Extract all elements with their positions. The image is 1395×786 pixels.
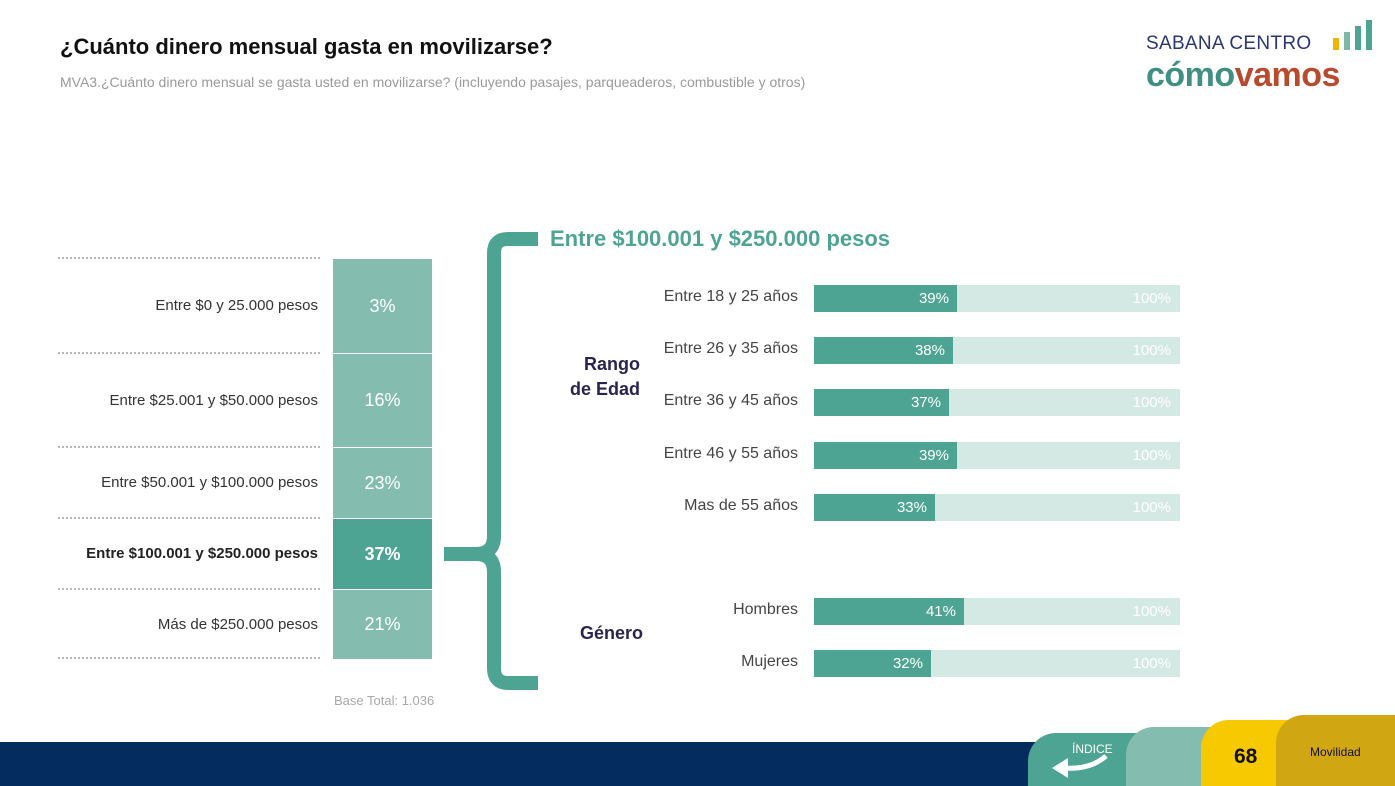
bar-track: 100% 39% [814,442,1180,469]
logo-main-a: cómo [1146,56,1235,94]
segment-title: Entre $100.001 y $250.000 pesos [550,226,891,251]
logo-main-text: cómovamos [1146,56,1340,95]
bar-category-label: Entre 46 y 55 años [663,445,798,462]
bar-track: 100% 33% [814,494,1180,521]
row-separator [58,657,320,659]
bar-fill: 32% [814,650,931,677]
bar-value-label: 41% [925,603,956,620]
category-label: Entre $50.001 y $100.000 pesos [101,474,318,491]
bar-category-label: Mas de 55 años [684,497,798,514]
bar-fill: 39% [814,442,957,469]
logo-main-b: vamos [1234,56,1341,94]
row-separator [58,517,320,519]
bar-value-label: 39% [918,290,949,307]
bar-category-label: Entre 36 y 45 años [663,392,798,409]
section-name: Movilidad [1310,745,1361,759]
bar-track: 100% 37% [814,389,1180,416]
bar-max-label: 100% [1132,394,1171,411]
bar-track: 100% 38% [814,337,1180,364]
bar-track: 100% 39% [814,285,1180,312]
category-label: Entre $25.001 y $50.000 pesos [109,391,319,409]
bar-fill: 38% [814,337,953,364]
page-number: 68 [1234,745,1258,768]
bar-track: 100% 32% [814,650,1180,677]
category-label: Entre $0 y 25.000 pesos [155,297,318,314]
group-label-age-line-1: Rango [584,354,640,374]
group-label-gender-line-1: Género [579,623,643,643]
value-block: 23% [333,448,432,518]
row-separator [58,352,320,354]
value-block: 21% [333,590,432,659]
bar-category-label: Mujeres [741,653,798,670]
bar-category-label: Entre 26 y 35 años [663,340,798,357]
question-subtitle: MVA3.¿Cuánto dinero mensual se gasta ust… [60,74,806,90]
bar-track: 100% 41% [814,598,1180,625]
bar-max-label: 100% [1132,290,1171,307]
base-total-note: Base Total: 1.036 [334,693,435,708]
bar-max-label: 100% [1132,447,1171,464]
row-separator [58,588,320,590]
value-block: 37% [333,519,432,589]
group-label-age-line-2: de Edad [569,379,640,399]
bar-value-label: 37% [910,394,941,411]
logo-bars-icon [1333,20,1373,50]
section-tab [1276,715,1395,786]
bracket-connector [444,232,538,690]
bar-max-label: 100% [1132,603,1171,620]
bar-category-label: Entre 18 y 25 años [663,288,798,305]
bar-value-label: 38% [914,342,945,359]
back-arrow-icon[interactable] [1050,752,1110,778]
category-label: Entre $100.001 y $250.000 pesos [86,545,318,562]
bar-category-label: Hombres [733,601,798,618]
bar-max-label: 100% [1132,655,1171,672]
bar-fill: 39% [814,285,957,312]
bar-fill: 41% [814,598,964,625]
group-label-age: Rango de Edad [540,352,640,402]
page-title: ¿Cuánto dinero mensual gasta en moviliza… [60,34,553,59]
bar-max-label: 100% [1132,499,1171,516]
row-separator [58,257,320,259]
bar-max-label: 100% [1132,342,1171,359]
group-label-gender: Género [540,621,643,646]
value-block: 16% [333,354,432,447]
bar-fill: 33% [814,494,935,521]
index-link[interactable]: ÍNDICE [1072,742,1113,756]
row-separator [58,446,320,448]
category-label: Más de $250.000 pesos [157,615,318,633]
bar-value-label: 32% [892,655,923,672]
logo-top-text: SABANA CENTRO [1146,33,1312,54]
bar-value-label: 39% [918,447,949,464]
bar-value-label: 33% [896,499,927,516]
value-block: 3% [333,259,432,353]
bar-fill: 37% [814,389,949,416]
